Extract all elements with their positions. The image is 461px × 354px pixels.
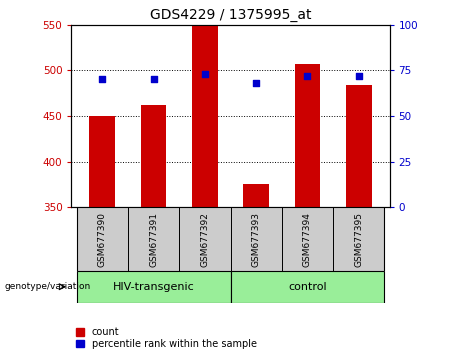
Bar — [295, 64, 320, 207]
Bar — [128, 207, 179, 271]
Bar — [77, 271, 230, 303]
Text: GSM677390: GSM677390 — [98, 212, 107, 267]
Bar — [282, 207, 333, 271]
Bar — [230, 207, 282, 271]
Text: GSM677395: GSM677395 — [354, 212, 363, 267]
Bar — [141, 105, 166, 207]
Point — [201, 71, 208, 77]
Text: GSM677394: GSM677394 — [303, 212, 312, 267]
Bar — [346, 85, 372, 207]
Point — [150, 76, 157, 82]
Text: genotype/variation: genotype/variation — [5, 282, 91, 291]
Point — [304, 73, 311, 79]
Text: GSM677392: GSM677392 — [201, 212, 209, 267]
Bar — [230, 271, 384, 303]
Text: GSM677391: GSM677391 — [149, 212, 158, 267]
Bar — [333, 207, 384, 271]
Point — [355, 73, 362, 79]
Point — [253, 80, 260, 86]
Bar — [243, 184, 269, 207]
Text: control: control — [288, 282, 327, 292]
Bar — [192, 25, 218, 207]
Text: GSM677393: GSM677393 — [252, 212, 260, 267]
Text: HIV-transgenic: HIV-transgenic — [112, 282, 195, 292]
Bar — [89, 116, 115, 207]
Bar — [179, 207, 230, 271]
Title: GDS4229 / 1375995_at: GDS4229 / 1375995_at — [150, 8, 311, 22]
Point — [99, 76, 106, 82]
Legend: count, percentile rank within the sample: count, percentile rank within the sample — [77, 327, 257, 349]
Bar — [77, 207, 128, 271]
